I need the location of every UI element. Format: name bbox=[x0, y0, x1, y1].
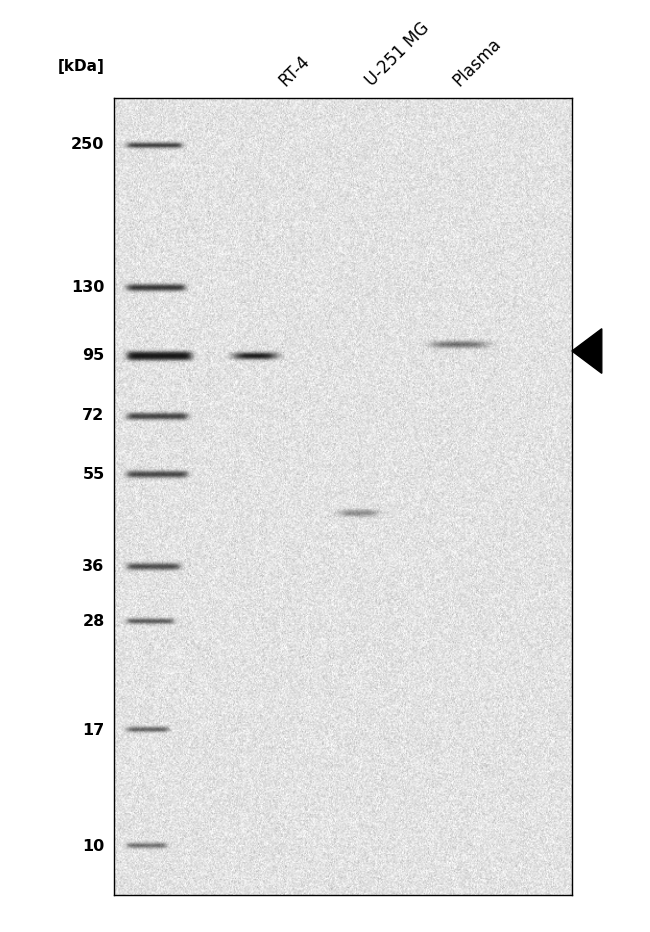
Text: U-251 MG: U-251 MG bbox=[362, 19, 433, 89]
Text: 17: 17 bbox=[83, 723, 105, 738]
Text: 55: 55 bbox=[83, 467, 105, 482]
Text: 28: 28 bbox=[83, 614, 105, 629]
Text: 130: 130 bbox=[72, 280, 105, 295]
Text: 10: 10 bbox=[83, 839, 105, 854]
Text: 72: 72 bbox=[83, 408, 105, 423]
Text: Plasma: Plasma bbox=[449, 34, 504, 89]
Text: [kDa]: [kDa] bbox=[58, 59, 105, 74]
Text: 250: 250 bbox=[72, 137, 105, 152]
Text: RT-4: RT-4 bbox=[275, 52, 313, 89]
Text: 36: 36 bbox=[83, 559, 105, 574]
Text: 95: 95 bbox=[83, 348, 105, 363]
Polygon shape bbox=[572, 329, 602, 374]
